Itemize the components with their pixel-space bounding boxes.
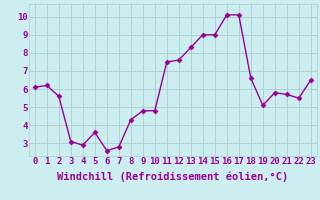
X-axis label: Windchill (Refroidissement éolien,°C): Windchill (Refroidissement éolien,°C) bbox=[57, 172, 288, 182]
